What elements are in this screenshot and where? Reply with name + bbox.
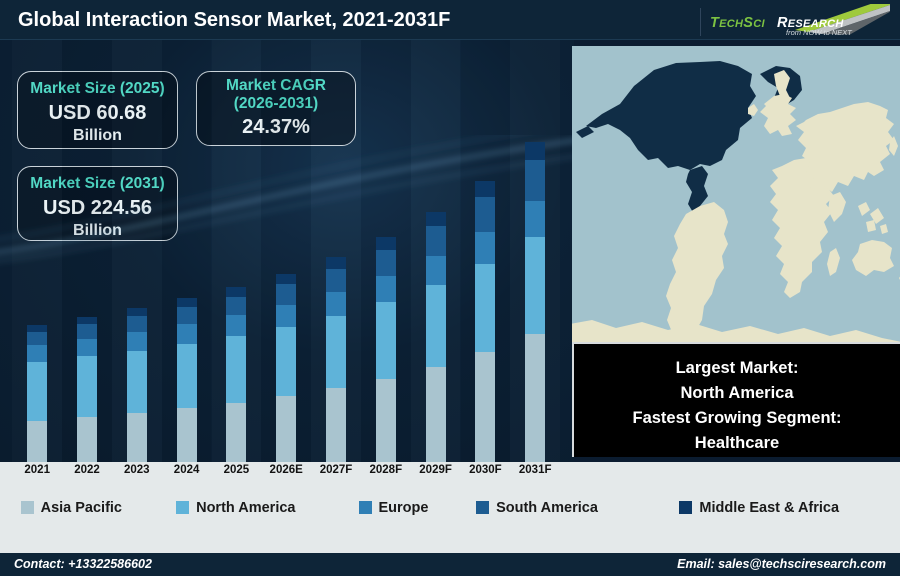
- svg-text:TECHSCI: TECHSCI: [710, 15, 766, 31]
- svg-text:from NOW to NEXT: from NOW to NEXT: [786, 28, 853, 37]
